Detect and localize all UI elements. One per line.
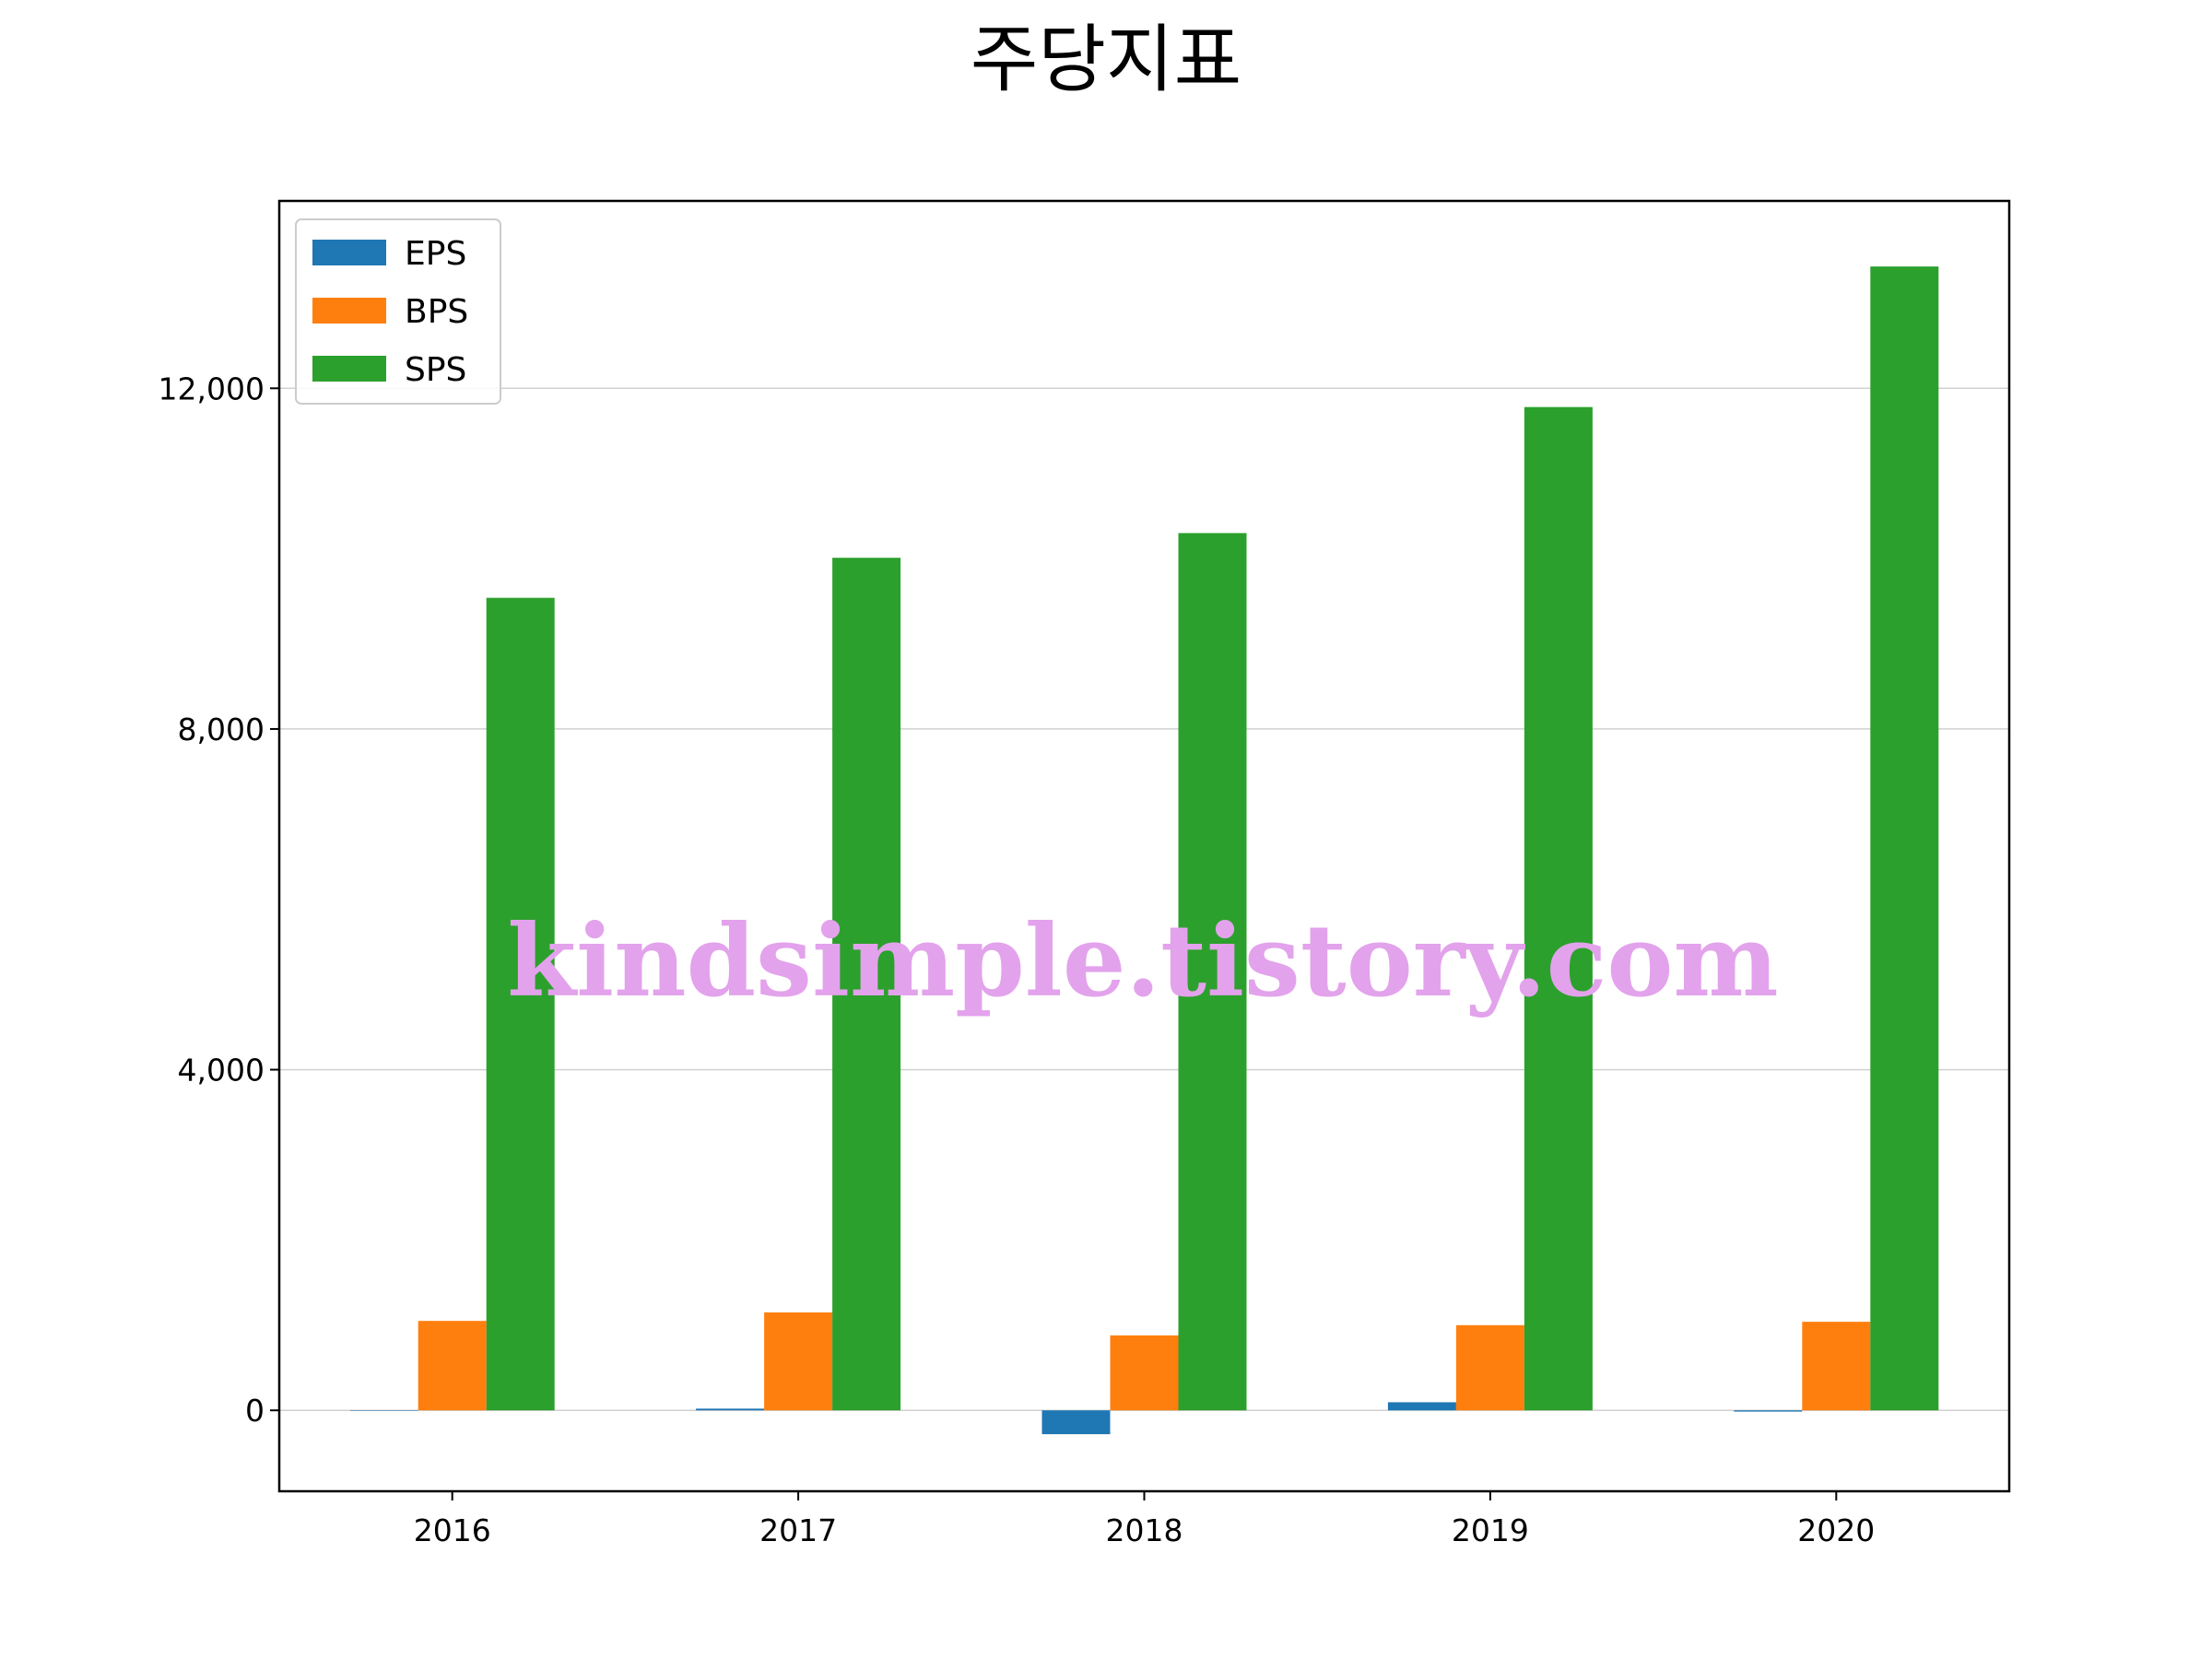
legend-label-sps: SPS	[405, 351, 466, 389]
y-tick-label: 12,000	[159, 371, 265, 406]
bars	[349, 266, 1939, 1435]
bar-eps-2019	[1387, 1402, 1456, 1411]
legend-swatch-eps	[312, 240, 386, 265]
bar-bps-2018	[1110, 1335, 1179, 1411]
chart-title: 주당지표	[971, 17, 1241, 102]
y-tick-label: 0	[245, 1393, 265, 1429]
bar-bps-2020	[1802, 1322, 1871, 1411]
bar-eps-2018	[1041, 1410, 1111, 1435]
bar-sps-2016	[486, 597, 555, 1411]
x-axis: 2016 2017 2018 2019 2020	[414, 1491, 1875, 1548]
plot-frame	[277, 199, 2011, 1493]
legend-swatch-bps	[312, 298, 386, 324]
x-tick-label: 2020	[1797, 1512, 1875, 1548]
bar-eps-2017	[696, 1408, 765, 1411]
watermark-text: kindsimple.tistory.com	[507, 903, 1778, 1019]
bar-sps-2019	[1524, 406, 1593, 1411]
x-tick-label: 2018	[1106, 1512, 1183, 1548]
y-axis: 0 4,000 8,000 12,000	[159, 371, 279, 1429]
bar-sps-2018	[1178, 533, 1247, 1411]
y-tick-label: 8,000	[178, 712, 265, 747]
bar-eps-2020	[1734, 1410, 1803, 1412]
bar-eps-2016	[349, 1410, 418, 1411]
legend-swatch-sps	[312, 356, 386, 382]
x-tick-label: 2017	[759, 1512, 837, 1548]
bar-sps-2017	[832, 558, 901, 1411]
x-tick-label: 2019	[1452, 1512, 1529, 1548]
bar-sps-2020	[1870, 266, 1939, 1411]
bar-bps-2017	[764, 1312, 833, 1411]
legend-label-bps: BPS	[405, 293, 468, 331]
y-tick-label: 4,000	[178, 1053, 265, 1088]
x-tick-label: 2016	[414, 1512, 491, 1548]
legend-label-eps: EPS	[405, 235, 466, 273]
bar-bps-2019	[1455, 1324, 1524, 1411]
bar-bps-2016	[418, 1321, 487, 1411]
legend: EPS BPS SPS	[295, 218, 501, 405]
